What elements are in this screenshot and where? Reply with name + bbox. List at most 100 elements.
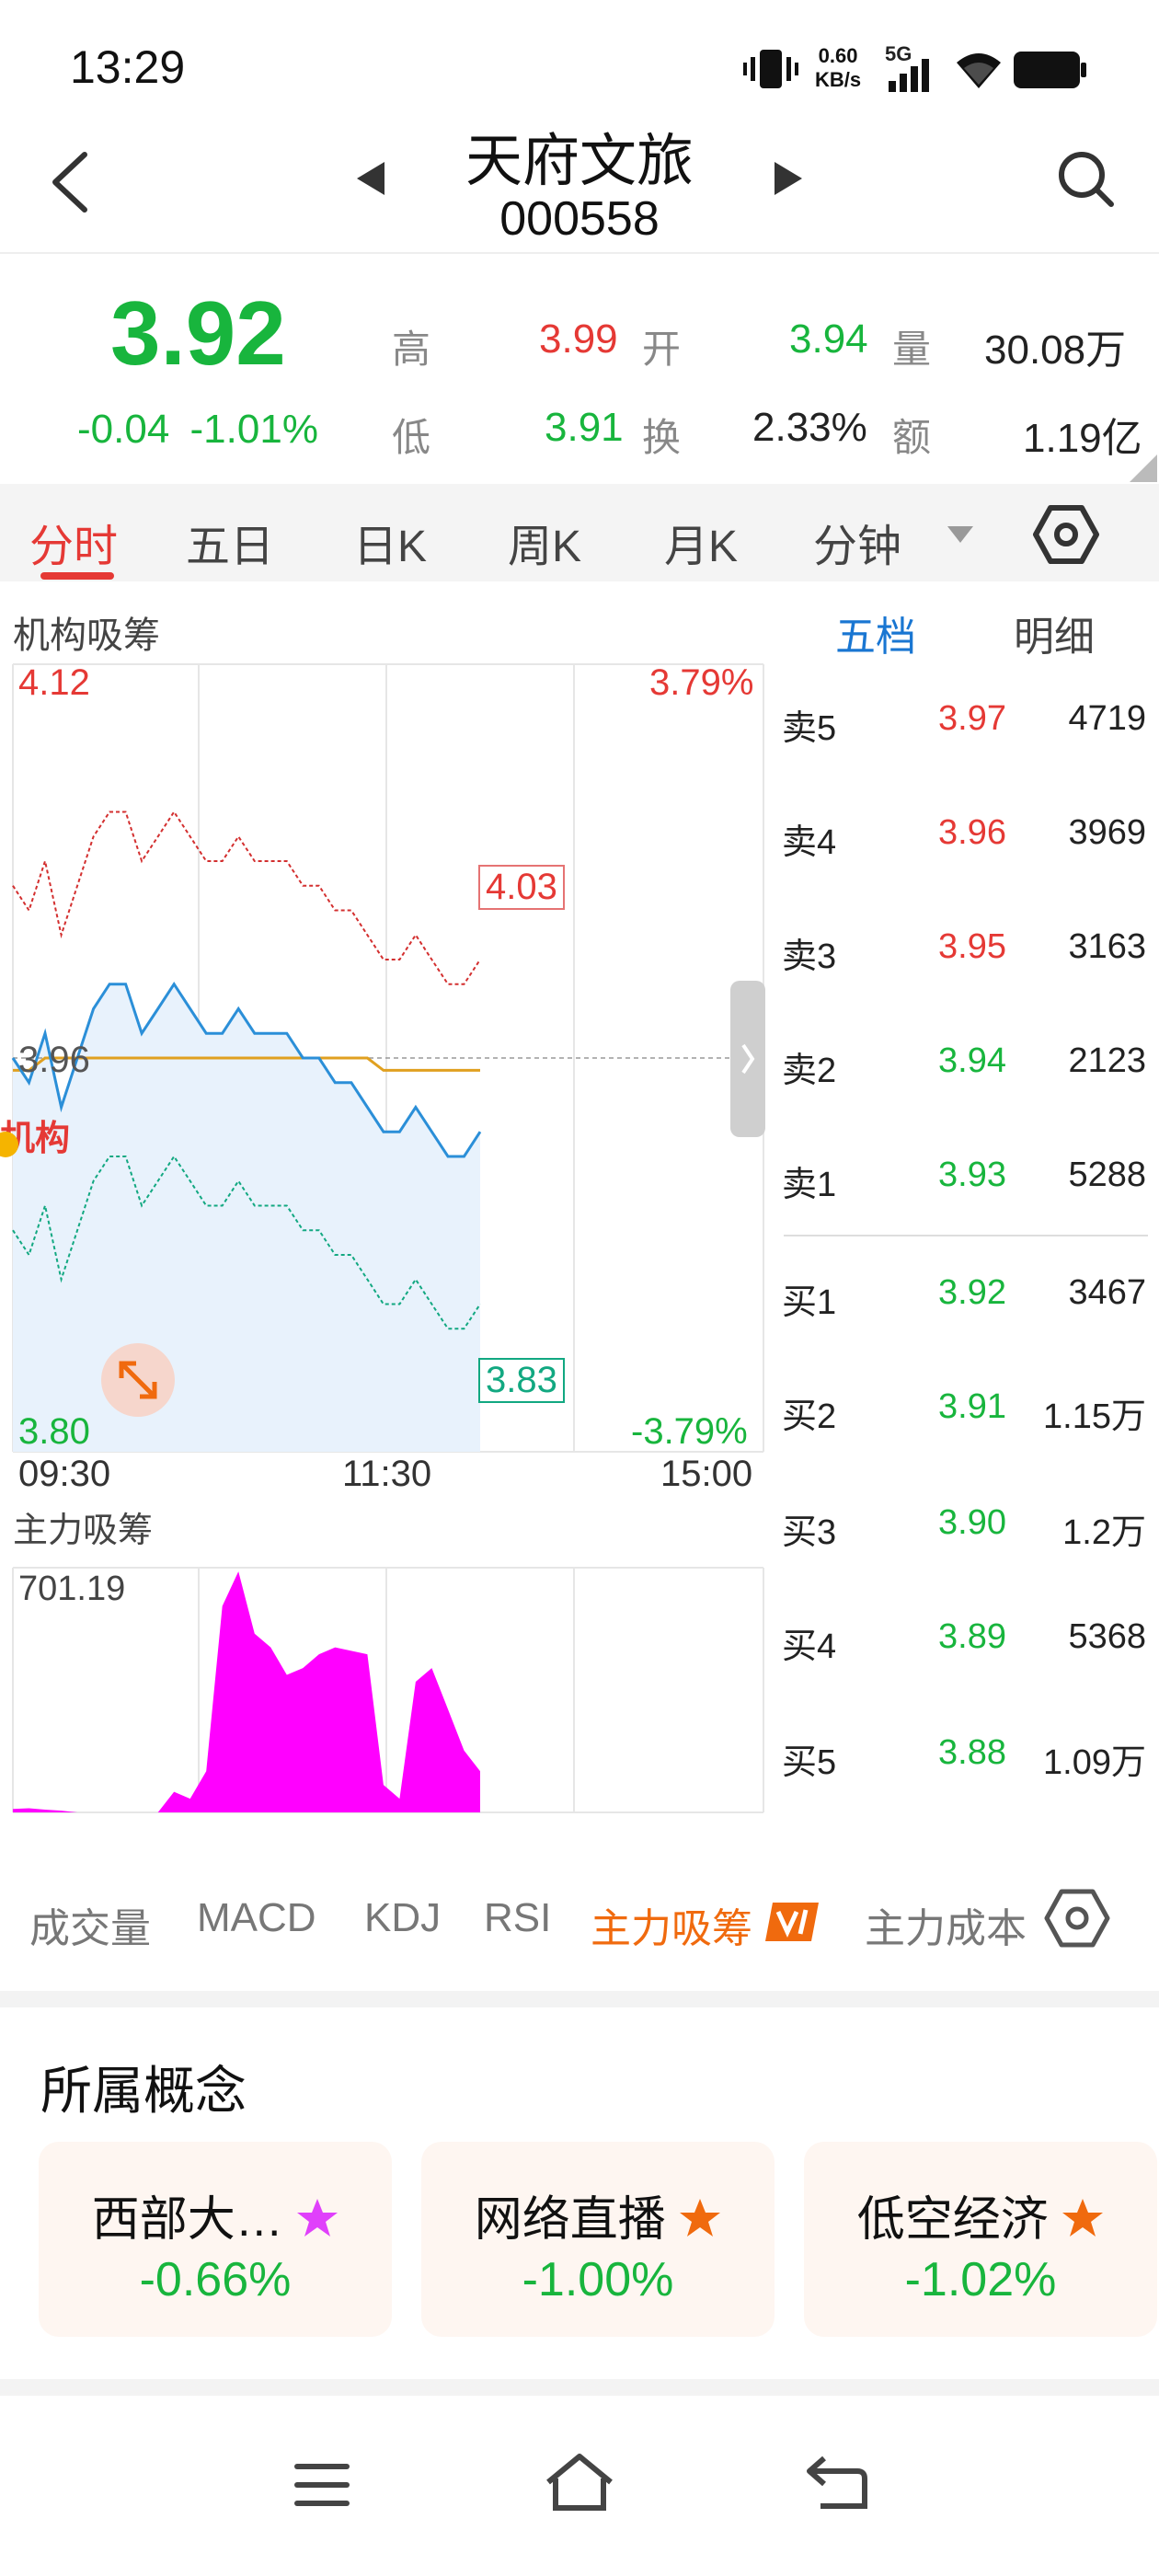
concept-name: 西部大…: [39, 2180, 392, 2249]
net-speed: 0.60 KB/s: [815, 44, 861, 92]
sell-level-4: 卖4 3.96 3969: [782, 813, 1150, 868]
net-speed-unit: KB/s: [815, 68, 862, 91]
level-label: 卖1: [782, 1166, 837, 1204]
level-volume: 3467: [1068, 1273, 1146, 1312]
turnover-label: 换: [642, 416, 682, 459]
indicator-main-cost[interactable]: 主力成本: [865, 1906, 1027, 1951]
high-label: 高: [392, 328, 431, 371]
net-speed-value: 0.60: [818, 44, 858, 67]
concepts-title: 所属概念: [40, 2062, 247, 2120]
level-price: 3.89: [938, 1617, 1006, 1656]
expand-corner-icon[interactable]: [1130, 454, 1157, 482]
x-label-midday: 11:30: [342, 1454, 432, 1494]
back-nav-icon[interactable]: [806, 2453, 870, 2512]
upper-price-tag: 4.03: [478, 865, 565, 910]
buy-level-3: 买3 3.90 1.2万: [782, 1503, 1150, 1558]
concept-card-low-altitude[interactable]: 低空经济 -1.02%: [804, 2142, 1157, 2337]
level-price: 3.91: [938, 1387, 1006, 1426]
indicator-main-force[interactable]: 主力吸筹: [591, 1906, 752, 1951]
level-price: 3.97: [938, 699, 1006, 738]
price-line: [11, 981, 482, 1158]
stock-name: 天府文旅: [465, 130, 694, 193]
coin-icon: [0, 1132, 18, 1157]
level-volume: 5288: [1068, 1156, 1146, 1194]
concept-change: -1.02%: [904, 2253, 1057, 2306]
low-label: 低: [392, 416, 431, 459]
volume-value: 30.08万: [984, 328, 1127, 373]
settings-hexagon-icon[interactable]: [1032, 504, 1100, 565]
level-price: 3.90: [938, 1503, 1006, 1542]
concept-change: -1.00%: [522, 2253, 674, 2306]
sub-chart-title: 主力吸筹: [13, 1512, 154, 1550]
sell-level-3: 卖3 3.95 3163: [782, 927, 1150, 983]
level-label: 买2: [782, 1397, 837, 1436]
buy-level-1: 买1 3.92 3467: [782, 1273, 1150, 1328]
level-label: 买1: [782, 1283, 837, 1322]
y-min-label: 3.80: [18, 1411, 90, 1452]
signal-icon: [889, 59, 929, 92]
section-divider: [0, 1991, 1159, 2007]
concept-card-live-stream[interactable]: 网络直播 -1.00%: [421, 2142, 775, 2337]
menu-icon[interactable]: [293, 2460, 353, 2512]
concept-name-text: 西部大…: [91, 2193, 283, 2247]
low-value: 3.91: [545, 405, 624, 450]
vip-badge-icon: [765, 1903, 819, 1941]
indicator-kdj[interactable]: KDJ: [364, 1895, 442, 1940]
back-arrow-icon[interactable]: [44, 149, 99, 213]
period-tabs: 分时 五日 日K 周K 月K 分钟: [0, 484, 1159, 581]
amount-label: 额: [892, 416, 932, 459]
tab-weekly-k[interactable]: 周K: [508, 523, 582, 571]
vibrate-icon: [743, 50, 798, 88]
active-tab-indicator: [40, 572, 114, 580]
tab-monthly-k[interactable]: 月K: [664, 523, 739, 571]
indicator-rsi[interactable]: RSI: [484, 1895, 552, 1940]
indicator-macd[interactable]: MACD: [197, 1895, 316, 1940]
level-volume: 5368: [1068, 1617, 1146, 1656]
level-label: 卖2: [782, 1052, 837, 1090]
pct-min-label: -3.79%: [631, 1411, 748, 1452]
tab-five-levels[interactable]: 五档: [835, 615, 916, 660]
level-volume: 1.09万: [1043, 1743, 1146, 1782]
tab-intraday[interactable]: 分时: [29, 523, 119, 571]
x-label-close: 15:00: [660, 1454, 753, 1494]
buy-level-5: 买5 3.88 1.09万: [782, 1733, 1150, 1788]
next-stock-icon[interactable]: [771, 158, 808, 199]
concept-name-text: 网络直播: [474, 2193, 666, 2247]
fullscreen-toggle-icon[interactable]: [98, 1340, 178, 1420]
battery-icon: [1014, 52, 1086, 88]
tab-daily-k[interactable]: 日K: [353, 523, 428, 571]
turnover-value: 2.33%: [752, 405, 867, 450]
level-volume: 4719: [1068, 699, 1146, 738]
series-lower-line: [12, 1155, 481, 1330]
level-price: 3.93: [938, 1156, 1006, 1194]
level-price: 3.96: [938, 813, 1006, 852]
chevron-down-icon[interactable]: [946, 524, 975, 546]
indicator-title: 机构吸筹: [13, 615, 160, 656]
sell-level-2: 卖2 3.94 2123: [782, 1041, 1150, 1097]
indicator-volume[interactable]: 成交量: [29, 1906, 151, 1951]
level-volume: 3969: [1068, 813, 1146, 852]
lower-price-tag: 3.83: [478, 1358, 565, 1403]
intraday-chart[interactable]: [0, 589, 773, 1822]
home-icon[interactable]: [543, 2451, 616, 2515]
star-icon: [297, 2199, 339, 2237]
level-volume: 1.15万: [1043, 1397, 1146, 1436]
concept-change: -0.66%: [139, 2253, 292, 2306]
ref-price-label: 3.96: [18, 1040, 90, 1080]
concept-card-west[interactable]: 西部大… -0.66%: [39, 2142, 392, 2337]
prev-stock-icon[interactable]: [351, 158, 388, 199]
tab-five-day[interactable]: 五日: [186, 523, 275, 571]
side-panel-handle[interactable]: [730, 981, 765, 1137]
level-label: 买3: [782, 1513, 837, 1552]
main-force-area: [13, 1571, 480, 1812]
level-label: 卖5: [782, 709, 837, 748]
concept-name: 低空经济: [804, 2180, 1157, 2249]
indicator-settings-icon[interactable]: [1043, 1888, 1111, 1949]
search-icon[interactable]: [1054, 147, 1117, 210]
x-label-open: 09:30: [18, 1454, 111, 1494]
header-divider: [0, 252, 1159, 254]
level-volume: 3163: [1068, 927, 1146, 966]
tab-details[interactable]: 明细: [1014, 615, 1095, 660]
tab-minute[interactable]: 分钟: [813, 523, 902, 571]
stock-code: 000558: [499, 192, 660, 246]
